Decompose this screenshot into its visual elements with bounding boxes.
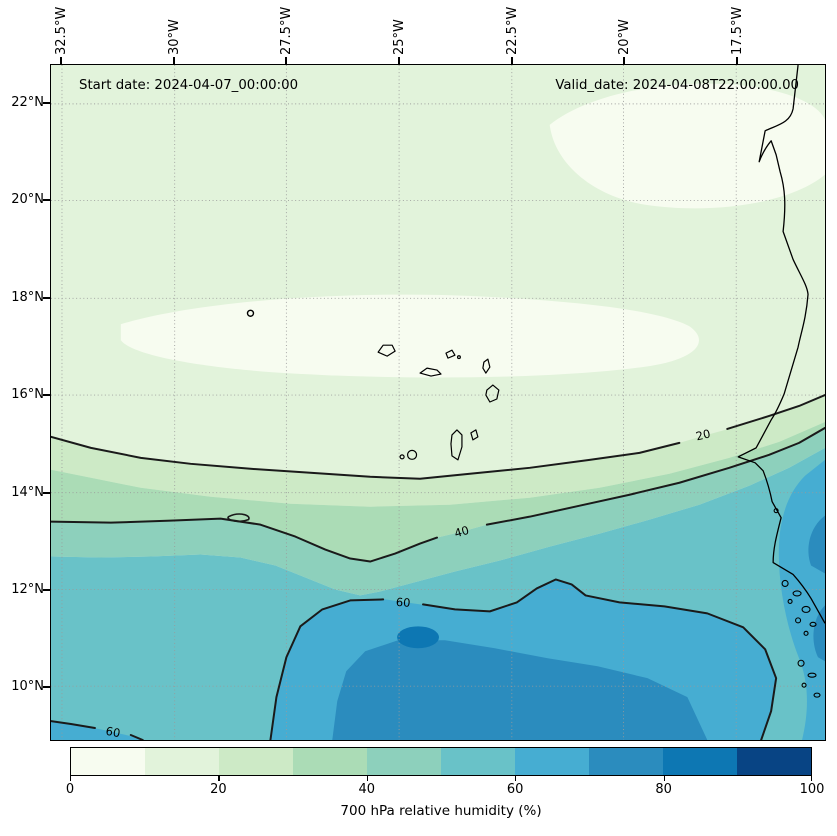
colorbar-tick-100: 100: [799, 782, 825, 797]
fill-70-80-coast-patch-1: [808, 515, 825, 574]
contour-40-east: [485, 426, 825, 526]
colorbar-segment: [367, 748, 441, 775]
small-closed-contour: [246, 309, 255, 317]
humidity-contour-map: 20 40 60 60: [51, 65, 825, 740]
cape-verde-islands: [377, 344, 500, 461]
ytick-label-16n: 16°N: [11, 387, 44, 402]
ytick-mark: [43, 394, 50, 396]
xtick-mark: [398, 57, 400, 64]
colorbar: [70, 747, 812, 776]
colorbar-segment: [293, 748, 367, 775]
ytick-label-14n: 14°N: [11, 485, 44, 500]
ytick-mark: [43, 297, 50, 299]
xtick-mark: [60, 57, 62, 64]
ytick-label-12n: 12°N: [11, 582, 44, 597]
contour-lines: [51, 394, 825, 740]
colorbar-segment: [663, 748, 737, 775]
contour-20-east: [726, 394, 825, 430]
colorbar-segment: [71, 748, 145, 775]
ytick-label-18n: 18°N: [11, 290, 44, 305]
xtick-label-32p5w: 32.5°W: [54, 6, 69, 55]
island-sal: [482, 358, 491, 374]
contour-40-closed-loop: [227, 513, 250, 523]
contour-label-40: 40: [453, 523, 471, 540]
colorbar-axis-label: 700 hPa relative humidity (%): [340, 803, 542, 819]
fill-70-80-inner-blob: [332, 640, 708, 740]
xtick-mark: [736, 57, 738, 64]
contour-60-east: [422, 578, 778, 740]
ytick-mark: [43, 686, 50, 688]
gridlines: [51, 65, 825, 740]
start-date-label: Start date: 2024-04-07_00:00:00: [79, 78, 299, 93]
xtick-label-30w: 30°W: [167, 19, 182, 55]
ytick-mark: [43, 589, 50, 591]
island-santiago: [450, 429, 463, 461]
xtick-mark: [285, 57, 287, 64]
contour-label-60-bottomleft: 60: [105, 724, 122, 740]
island-sao-nicolau: [419, 367, 442, 377]
colorbar-segment: [145, 748, 219, 775]
colorbar-tick-marks: [70, 776, 812, 782]
ytick-mark: [43, 199, 50, 201]
contour-60-west: [269, 598, 385, 740]
xtick-mark: [173, 57, 175, 64]
colorbar-segment: [589, 748, 663, 775]
xtick-label-27p5w: 27.5°W: [279, 6, 294, 55]
xtick-label-17p5w: 17.5°W: [730, 6, 745, 55]
island-boa-vista: [485, 384, 500, 403]
colorbar-tick-80: 80: [655, 782, 672, 797]
map-plot-area: 20 40 60 60: [50, 64, 826, 741]
island-brava: [399, 454, 405, 460]
island-sao-vicente: [445, 349, 456, 359]
contour-labels: 20 40 60 60: [105, 426, 712, 740]
colorbar-tick-labels: 0 20 40 60 80 100: [66, 782, 825, 798]
xtick-mark: [511, 57, 513, 64]
fill-30-40-band: [51, 421, 825, 562]
ytick-label-10n: 10°N: [11, 679, 44, 694]
colorbar-segment: [737, 748, 811, 775]
ytick-mark: [43, 492, 50, 494]
contour-60-bottomleft-a: [51, 720, 96, 730]
colorbar-tick-60: 60: [506, 782, 524, 797]
contour-label-60: 60: [395, 595, 411, 610]
colorbar-segment: [441, 748, 515, 775]
colorbar-tick-40: 40: [358, 782, 376, 797]
fill-40-50-band: [51, 427, 825, 596]
coastlines: [246, 65, 825, 698]
xtick-label-25w: 25°W: [392, 19, 407, 55]
africa-west-coastline: [737, 65, 825, 624]
contour-60-bottomleft-b: [129, 734, 144, 740]
colorbar-segment: [219, 748, 293, 775]
xtick-label-20w: 20°W: [617, 19, 632, 55]
contour-20-west: [51, 435, 681, 480]
xtick-label-22p5w: 22.5°W: [505, 6, 520, 55]
island-santa-luzia: [456, 355, 461, 360]
xtick-mark: [623, 57, 625, 64]
island-fogo: [406, 449, 418, 460]
fill-0-10-blob-central: [120, 294, 699, 378]
island-santo-antao: [377, 344, 396, 357]
contour-label-20: 20: [694, 426, 711, 443]
coastal-islets: [773, 508, 821, 698]
ytick-mark: [43, 102, 50, 104]
fill-0-10-blob-topright: [549, 83, 825, 209]
island-maio: [470, 429, 479, 441]
fill-20-30-band: [51, 395, 825, 507]
fill-80-90-core: [397, 626, 439, 649]
colorbar-tick-0: 0: [65, 782, 75, 797]
filled-contours: [51, 65, 825, 740]
ytick-label-22n: 22°N: [11, 95, 44, 110]
colorbar-segment: [515, 748, 589, 775]
ytick-label-20n: 20°N: [11, 192, 44, 207]
valid-date-label: Valid_date: 2024-04-08T22:00:00.00: [555, 78, 799, 93]
fill-60-70-bottomleft: [51, 721, 143, 740]
contour-40-west: [51, 517, 438, 563]
colorbar-tick-20: 20: [210, 782, 227, 797]
